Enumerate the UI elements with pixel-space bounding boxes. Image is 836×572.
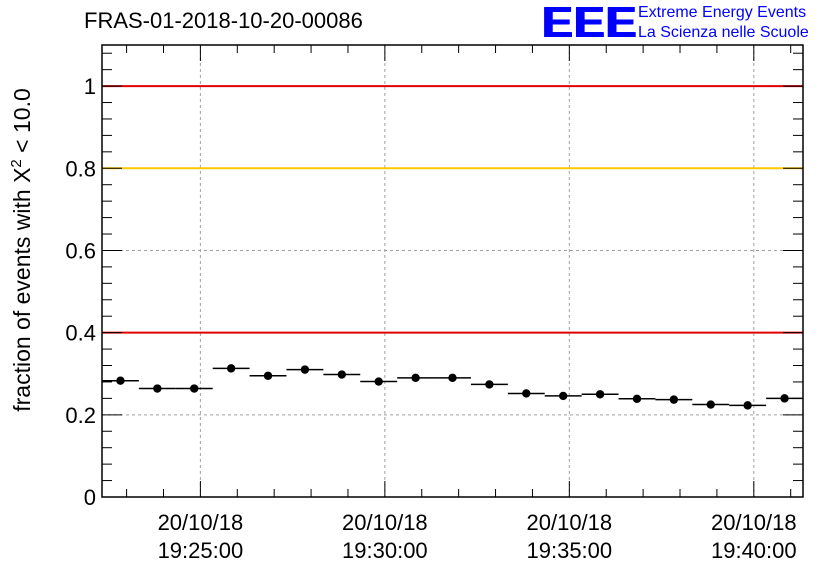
- data-point-14: [632, 394, 642, 403]
- y-tick-label: 0.6: [65, 238, 96, 263]
- plot-frame-rect: [101, 44, 804, 498]
- data-point-10: [485, 380, 494, 389]
- chart-title: FRAS-01-2018-10-20-00086: [84, 8, 363, 33]
- plot-frame: [101, 44, 804, 498]
- data-point-1: [153, 384, 162, 393]
- reference-lines: [102, 85, 803, 334]
- data-point-8: [411, 373, 420, 383]
- data-point-17: [743, 401, 752, 410]
- y-tick-label: 0: [84, 485, 96, 510]
- data-point-11: [522, 389, 531, 398]
- data-series: [102, 364, 803, 410]
- x-tick-label-time: 19:40:00: [711, 538, 797, 563]
- data-point-3: [226, 364, 236, 373]
- grid: [102, 45, 803, 497]
- axis-ticks: [102, 45, 803, 498]
- y-tick-label: 0.2: [65, 403, 96, 428]
- x-tick-label-date: 20/10/18: [158, 510, 244, 535]
- data-point-16: [706, 400, 715, 409]
- logo-line-2: La Scienza nelle Scuole: [638, 24, 809, 41]
- x-tick-label-date: 20/10/18: [342, 510, 428, 535]
- x-tick-label-date: 20/10/18: [711, 510, 797, 535]
- data-point-5: [300, 365, 310, 374]
- data-point-12: [558, 391, 568, 401]
- x-tick-label-time: 19:35:00: [527, 538, 613, 563]
- y-tick-label: 1: [84, 74, 96, 99]
- data-point-6: [337, 370, 347, 379]
- data-point-4: [263, 371, 273, 380]
- data-point-18: [780, 394, 789, 403]
- x-tick-label-date: 20/10/18: [527, 510, 613, 535]
- y-tick-label: 0.8: [65, 156, 96, 181]
- tick-labels: 0 0.2 0.4 0.6 0.8 1 20/10/18 19:25:00 20/10/18 19…: [65, 74, 796, 563]
- eee-logo: EEE Extreme Energy Events La Scienza nel…: [542, 0, 822, 47]
- logo-line-1: Extreme Energy Events: [638, 4, 807, 21]
- data-point-7: [374, 377, 383, 386]
- data-point-13: [595, 390, 605, 399]
- data-point-9: [448, 373, 457, 383]
- x-tick-label-time: 19:30:00: [342, 538, 428, 563]
- data-point-15: [669, 395, 679, 404]
- data-point-0: [116, 376, 125, 385]
- y-tick-label: 0.4: [65, 321, 96, 346]
- eee-logo-mark: EEE: [542, 0, 638, 47]
- data-point-2: [190, 384, 199, 393]
- x-tick-label-time: 19:25:00: [158, 538, 244, 563]
